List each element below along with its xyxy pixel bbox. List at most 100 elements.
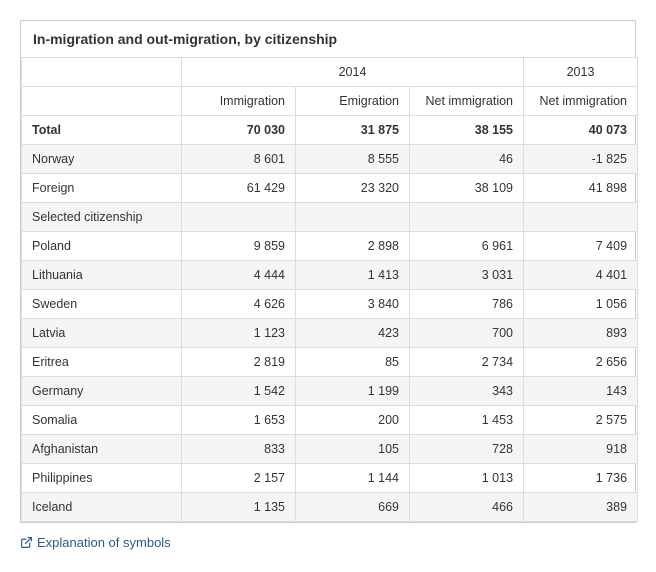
table-row: Norway8 6018 55546-1 825 xyxy=(22,145,638,174)
cell-emigration: 1 413 xyxy=(296,261,410,290)
header-blank xyxy=(22,58,182,87)
row-label: Germany xyxy=(22,377,182,406)
cell-emigration: 200 xyxy=(296,406,410,435)
empty-cell xyxy=(182,203,296,232)
cell-immigration: 61 429 xyxy=(182,174,296,203)
explanation-link[interactable]: Explanation of symbols xyxy=(20,535,171,550)
cell-emigration: 669 xyxy=(296,493,410,522)
header-columns-row: Immigration Emigration Net immigration N… xyxy=(22,87,638,116)
table-row: Poland9 8592 8986 9617 409 xyxy=(22,232,638,261)
row-label: Total xyxy=(22,116,182,145)
table-row: Latvia1 123423700893 xyxy=(22,319,638,348)
cell-immigration: 2 157 xyxy=(182,464,296,493)
table-row: Philippines2 1571 1441 0131 736 xyxy=(22,464,638,493)
cell-net-2013: 40 073 xyxy=(524,116,638,145)
table-row: Afghanistan833105728918 xyxy=(22,435,638,464)
cell-net-2014: 786 xyxy=(410,290,524,319)
table-row: Somalia1 6532001 4532 575 xyxy=(22,406,638,435)
cell-immigration: 833 xyxy=(182,435,296,464)
row-label: Eritrea xyxy=(22,348,182,377)
table-caption: In-migration and out-migration, by citiz… xyxy=(21,21,635,57)
cell-immigration: 1 123 xyxy=(182,319,296,348)
col-immigration: Immigration xyxy=(182,87,296,116)
cell-net-2014: 38 155 xyxy=(410,116,524,145)
cell-net-2013: 143 xyxy=(524,377,638,406)
cell-emigration: 423 xyxy=(296,319,410,348)
migration-table-container: In-migration and out-migration, by citiz… xyxy=(20,20,636,523)
cell-emigration: 1 199 xyxy=(296,377,410,406)
cell-net-2014: 2 734 xyxy=(410,348,524,377)
table-row: Foreign61 42923 32038 10941 898 xyxy=(22,174,638,203)
col-net-2014: Net immigration xyxy=(410,87,524,116)
empty-cell xyxy=(296,203,410,232)
header-blank-2 xyxy=(22,87,182,116)
footer-link-wrap: Explanation of symbols xyxy=(20,535,636,552)
table-body: Total70 03031 87538 15540 073Norway8 601… xyxy=(22,116,638,522)
cell-net-2014: 6 961 xyxy=(410,232,524,261)
cell-net-2014: 1 453 xyxy=(410,406,524,435)
cell-emigration: 3 840 xyxy=(296,290,410,319)
table-row: Total70 03031 87538 15540 073 xyxy=(22,116,638,145)
cell-emigration: 105 xyxy=(296,435,410,464)
cell-immigration: 4 444 xyxy=(182,261,296,290)
row-label: Afghanistan xyxy=(22,435,182,464)
row-label: Foreign xyxy=(22,174,182,203)
row-label: Sweden xyxy=(22,290,182,319)
cell-net-2013: 1 056 xyxy=(524,290,638,319)
cell-immigration: 1 653 xyxy=(182,406,296,435)
cell-net-2014: 38 109 xyxy=(410,174,524,203)
external-link-icon xyxy=(20,536,33,552)
table-row: Lithuania4 4441 4133 0314 401 xyxy=(22,261,638,290)
cell-immigration: 4 626 xyxy=(182,290,296,319)
cell-immigration: 70 030 xyxy=(182,116,296,145)
table-row: Germany1 5421 199343143 xyxy=(22,377,638,406)
cell-net-2013: -1 825 xyxy=(524,145,638,174)
empty-cell xyxy=(524,203,638,232)
cell-immigration: 1 542 xyxy=(182,377,296,406)
cell-net-2013: 4 401 xyxy=(524,261,638,290)
cell-net-2014: 1 013 xyxy=(410,464,524,493)
cell-emigration: 23 320 xyxy=(296,174,410,203)
empty-cell xyxy=(410,203,524,232)
row-label: Latvia xyxy=(22,319,182,348)
cell-net-2014: 343 xyxy=(410,377,524,406)
explanation-link-text: Explanation of symbols xyxy=(37,535,171,550)
cell-net-2013: 389 xyxy=(524,493,638,522)
cell-net-2014: 466 xyxy=(410,493,524,522)
col-net-2013: Net immigration xyxy=(524,87,638,116)
cell-net-2013: 893 xyxy=(524,319,638,348)
header-year-2014: 2014 xyxy=(182,58,524,87)
cell-net-2013: 2 575 xyxy=(524,406,638,435)
cell-net-2013: 918 xyxy=(524,435,638,464)
cell-net-2013: 1 736 xyxy=(524,464,638,493)
row-label: Poland xyxy=(22,232,182,261)
cell-net-2013: 2 656 xyxy=(524,348,638,377)
cell-emigration: 2 898 xyxy=(296,232,410,261)
cell-net-2013: 41 898 xyxy=(524,174,638,203)
cell-emigration: 1 144 xyxy=(296,464,410,493)
cell-net-2014: 46 xyxy=(410,145,524,174)
cell-emigration: 85 xyxy=(296,348,410,377)
cell-immigration: 1 135 xyxy=(182,493,296,522)
migration-table: 2014 2013 Immigration Emigration Net imm… xyxy=(21,57,638,522)
section-label: Selected citizenship xyxy=(22,203,182,232)
cell-emigration: 31 875 xyxy=(296,116,410,145)
row-label: Norway xyxy=(22,145,182,174)
header-year-row: 2014 2013 xyxy=(22,58,638,87)
cell-net-2013: 7 409 xyxy=(524,232,638,261)
cell-immigration: 2 819 xyxy=(182,348,296,377)
table-row: Eritrea2 819852 7342 656 xyxy=(22,348,638,377)
col-emigration: Emigration xyxy=(296,87,410,116)
table-row: Iceland1 135669466389 xyxy=(22,493,638,522)
table-row: Selected citizenship xyxy=(22,203,638,232)
cell-immigration: 8 601 xyxy=(182,145,296,174)
table-row: Sweden4 6263 8407861 056 xyxy=(22,290,638,319)
cell-net-2014: 700 xyxy=(410,319,524,348)
header-year-2013: 2013 xyxy=(524,58,638,87)
row-label: Philippines xyxy=(22,464,182,493)
cell-net-2014: 3 031 xyxy=(410,261,524,290)
cell-net-2014: 728 xyxy=(410,435,524,464)
cell-immigration: 9 859 xyxy=(182,232,296,261)
cell-emigration: 8 555 xyxy=(296,145,410,174)
row-label: Iceland xyxy=(22,493,182,522)
